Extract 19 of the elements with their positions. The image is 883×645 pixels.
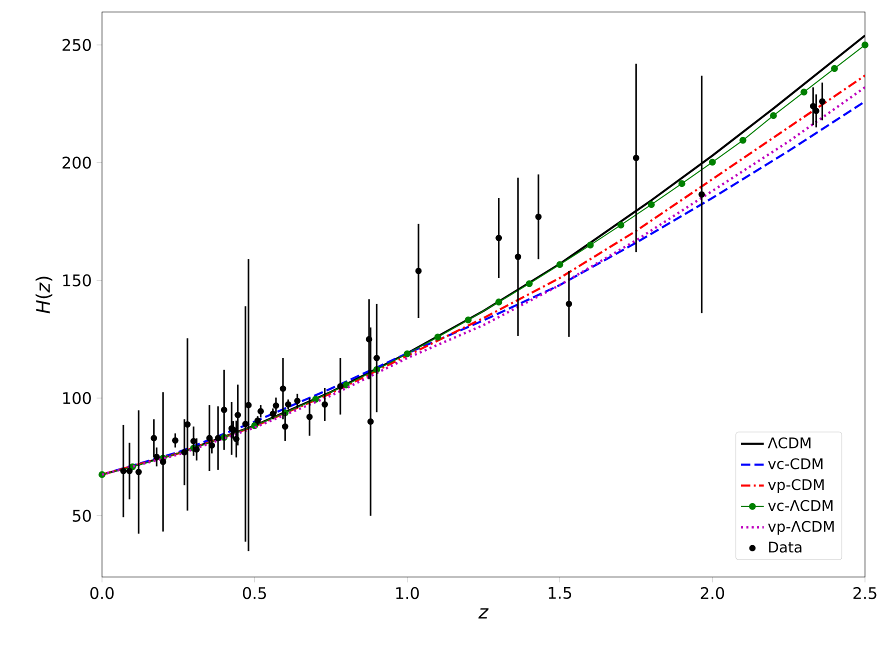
y-axis-title: H(z): [36, 276, 52, 314]
legend-label: ΛCDM: [768, 437, 810, 448]
legend-label: vp-ΛCDM: [768, 520, 834, 535]
legend-label: vc-ΛCDM: [768, 500, 832, 512]
y-tick-label: 50: [72, 510, 91, 522]
y-tick-label: 100: [63, 392, 91, 404]
x-tick-label: 0.5: [242, 587, 266, 600]
x-tick-label: 0.0: [90, 587, 114, 600]
x-tick-label: 2.5: [853, 587, 876, 600]
x-axis-title: z: [478, 608, 489, 618]
x-tick-label: 1.5: [548, 587, 572, 599]
legend-label: Data: [769, 542, 802, 553]
x-tick-label: 2.0: [700, 587, 724, 600]
legend-label: vc-CDM: [768, 458, 822, 470]
y-tick-label: 200: [62, 156, 91, 169]
x-tick-label: 1.0: [396, 587, 419, 600]
y-tick-label: 250: [62, 38, 91, 51]
y-tick-label: 150: [63, 274, 91, 286]
legend-label: vp-CDM: [768, 479, 824, 494]
